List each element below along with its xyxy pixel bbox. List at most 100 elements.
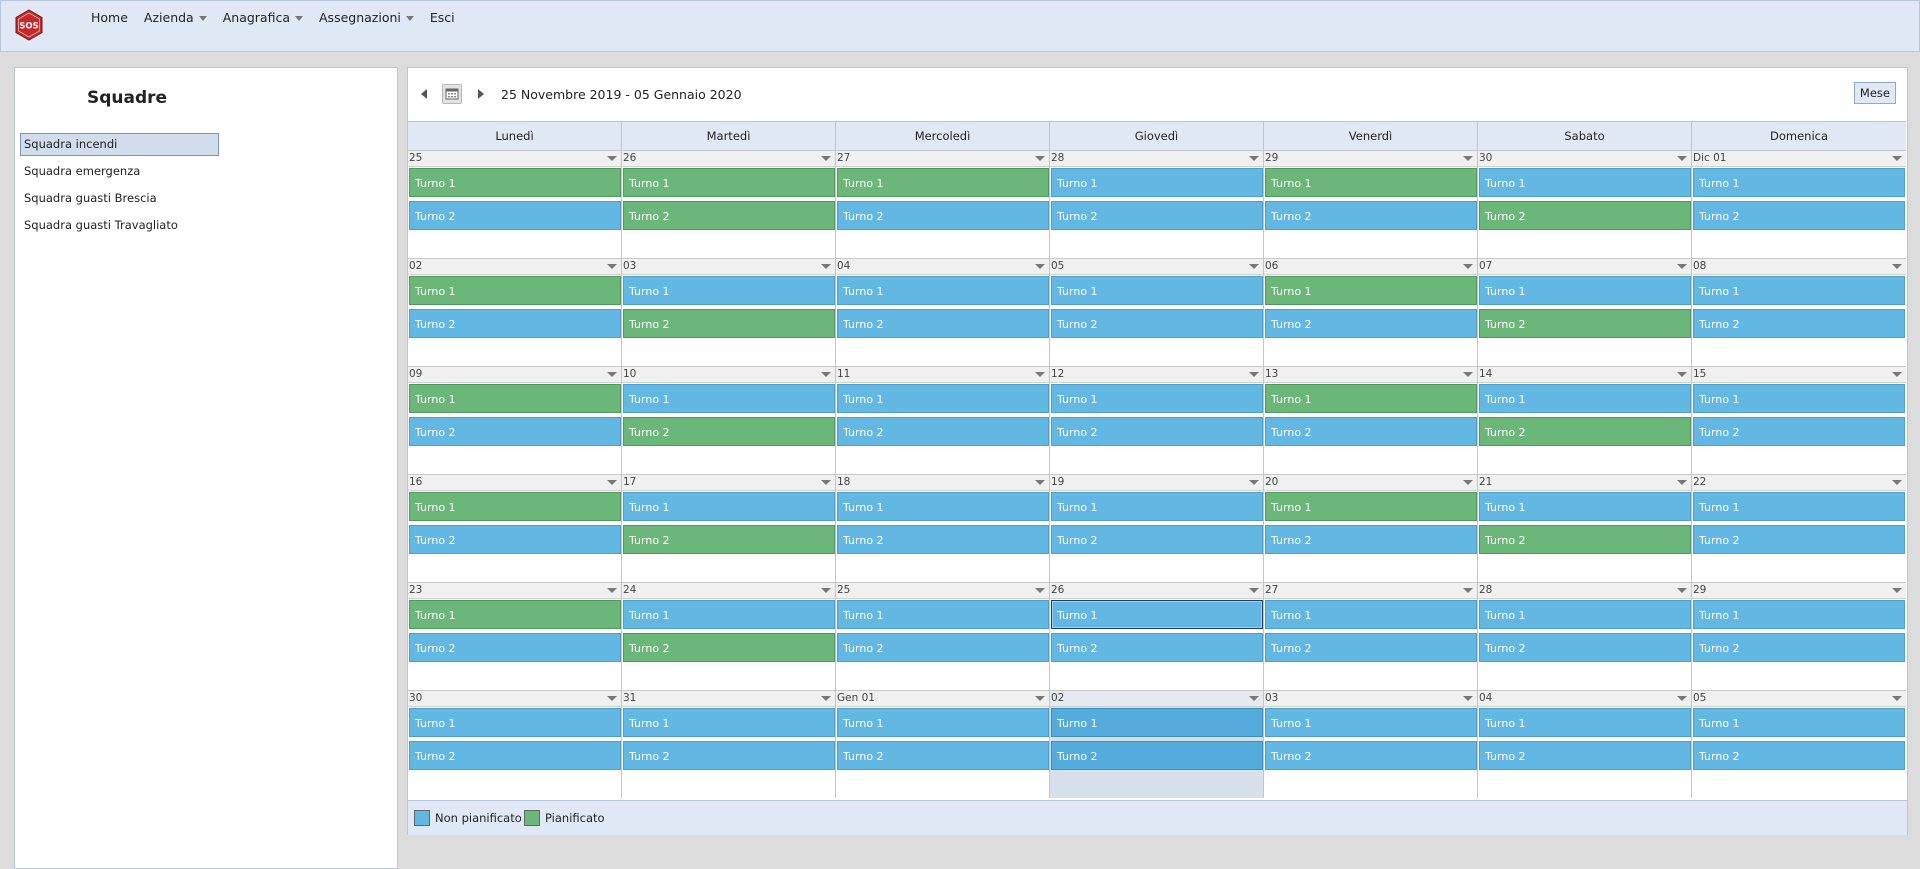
chevron-down-icon[interactable] <box>607 588 617 593</box>
shift-block[interactable]: Turno 1 <box>837 384 1049 413</box>
calendar-day-cell[interactable]: 29 Turno 1 Turno 2 <box>1264 150 1478 258</box>
shift-block[interactable]: Turno 1 <box>1051 276 1263 305</box>
calendar-day-cell[interactable]: 16 Turno 1 Turno 2 <box>408 474 622 582</box>
calendar-day-cell[interactable]: 24 Turno 1 Turno 2 <box>622 582 836 690</box>
team-item-squadra-guasti-brescia[interactable]: Squadra guasti Brescia <box>24 191 157 205</box>
chevron-down-icon[interactable] <box>1249 264 1259 269</box>
shift-block[interactable]: Turno 1 <box>1265 384 1477 413</box>
shift-block[interactable]: Turno 1 <box>1693 600 1905 629</box>
shift-block[interactable]: Turno 2 <box>1265 741 1477 770</box>
shift-block[interactable]: Turno 1 <box>623 708 835 737</box>
shift-block[interactable]: Turno 1 <box>1051 168 1263 197</box>
calendar-day-cell[interactable]: 03 Turno 1 Turno 2 <box>622 258 836 366</box>
chevron-down-icon[interactable] <box>1249 588 1259 593</box>
calendar-day-cell[interactable]: 23 Turno 1 Turno 2 <box>408 582 622 690</box>
shift-block[interactable]: Turno 2 <box>1479 201 1691 230</box>
shift-block[interactable]: Turno 1 <box>1051 600 1263 629</box>
chevron-down-icon[interactable] <box>1463 696 1473 701</box>
calendar-day-cell[interactable]: 31 Turno 1 Turno 2 <box>622 690 836 798</box>
calendar-day-cell[interactable]: 04 Turno 1 Turno 2 <box>1478 690 1692 798</box>
calendar-day-cell[interactable]: 25 Turno 1 Turno 2 <box>408 150 622 258</box>
calendar-day-cell[interactable]: 15 Turno 1 Turno 2 <box>1692 366 1906 474</box>
calendar-day-cell[interactable]: 27 Turno 1 Turno 2 <box>1264 582 1478 690</box>
shift-block[interactable]: Turno 2 <box>409 633 621 662</box>
shift-block[interactable]: Turno 2 <box>1479 309 1691 338</box>
shift-block[interactable]: Turno 2 <box>409 417 621 446</box>
shift-block[interactable]: Turno 2 <box>1479 417 1691 446</box>
shift-block[interactable]: Turno 2 <box>837 525 1049 554</box>
chevron-down-icon[interactable] <box>1035 588 1045 593</box>
shift-block[interactable]: Turno 2 <box>1051 309 1263 338</box>
shift-block[interactable]: Turno 2 <box>1051 741 1263 770</box>
nav-esci[interactable]: Esci <box>422 9 463 27</box>
chevron-down-icon[interactable] <box>821 588 831 593</box>
shift-block[interactable]: Turno 1 <box>1265 492 1477 521</box>
shift-block[interactable]: Turno 2 <box>1265 309 1477 338</box>
shift-block[interactable]: Turno 1 <box>1265 600 1477 629</box>
chevron-down-icon[interactable] <box>1677 696 1687 701</box>
calendar-day-cell[interactable]: 28 Turno 1 Turno 2 <box>1478 582 1692 690</box>
calendar-day-cell[interactable]: 10 Turno 1 Turno 2 <box>622 366 836 474</box>
chevron-down-icon[interactable] <box>1035 696 1045 701</box>
chevron-down-icon[interactable] <box>1035 372 1045 377</box>
sos-logo[interactable]: SOS <box>13 9 45 41</box>
shift-block[interactable]: Turno 1 <box>623 384 835 413</box>
calendar-day-cell[interactable]: 26 Turno 1 Turno 2 <box>622 150 836 258</box>
shift-block[interactable]: Turno 2 <box>1693 201 1905 230</box>
shift-block[interactable]: Turno 1 <box>1693 492 1905 521</box>
chevron-down-icon[interactable] <box>1463 480 1473 485</box>
calendar-day-cell[interactable]: 03 Turno 1 Turno 2 <box>1264 690 1478 798</box>
shift-block[interactable]: Turno 1 <box>1265 168 1477 197</box>
shift-block[interactable]: Turno 2 <box>623 525 835 554</box>
shift-block[interactable]: Turno 2 <box>623 633 835 662</box>
shift-block[interactable]: Turno 1 <box>1051 708 1263 737</box>
shift-block[interactable]: Turno 2 <box>1693 741 1905 770</box>
shift-block[interactable]: Turno 1 <box>837 600 1049 629</box>
chevron-down-icon[interactable] <box>821 696 831 701</box>
shift-block[interactable]: Turno 1 <box>409 492 621 521</box>
shift-block[interactable]: Turno 1 <box>1693 168 1905 197</box>
shift-block[interactable]: Turno 2 <box>1265 633 1477 662</box>
shift-block[interactable]: Turno 2 <box>1051 417 1263 446</box>
shift-block[interactable]: Turno 2 <box>409 741 621 770</box>
shift-block[interactable]: Turno 1 <box>1051 492 1263 521</box>
shift-block[interactable]: Turno 1 <box>623 168 835 197</box>
calendar-day-cell[interactable]: 29 Turno 1 Turno 2 <box>1692 582 1906 690</box>
chevron-down-icon[interactable] <box>1892 696 1902 701</box>
shift-block[interactable]: Turno 2 <box>1265 525 1477 554</box>
shift-block[interactable]: Turno 1 <box>623 492 835 521</box>
shift-block[interactable]: Turno 1 <box>1693 384 1905 413</box>
chevron-down-icon[interactable] <box>1892 372 1902 377</box>
shift-block[interactable]: Turno 1 <box>837 276 1049 305</box>
shift-block[interactable]: Turno 1 <box>1051 384 1263 413</box>
team-item-squadra-incendi[interactable]: Squadra incendi <box>20 133 219 156</box>
month-view-button[interactable]: Mese <box>1853 82 1896 104</box>
shift-block[interactable]: Turno 1 <box>1479 492 1691 521</box>
shift-block[interactable]: Turno 1 <box>1479 708 1691 737</box>
calendar-day-cell[interactable]: 05 Turno 1 Turno 2 <box>1050 258 1264 366</box>
calendar-day-cell[interactable]: 28 Turno 1 Turno 2 <box>1050 150 1264 258</box>
shift-block[interactable]: Turno 2 <box>1693 309 1905 338</box>
shift-block[interactable]: Turno 2 <box>1265 201 1477 230</box>
calendar-day-cell[interactable]: 09 Turno 1 Turno 2 <box>408 366 622 474</box>
chevron-down-icon[interactable] <box>1892 480 1902 485</box>
chevron-down-icon[interactable] <box>1892 588 1902 593</box>
chevron-down-icon[interactable] <box>607 480 617 485</box>
calendar-day-cell[interactable]: 30 Turno 1 Turno 2 <box>408 690 622 798</box>
calendar-day-cell[interactable]: 17 Turno 1 Turno 2 <box>622 474 836 582</box>
calendar-day-cell[interactable]: 02 Turno 1 Turno 2 <box>408 258 622 366</box>
chevron-down-icon[interactable] <box>1677 264 1687 269</box>
chevron-down-icon[interactable] <box>821 264 831 269</box>
chevron-down-icon[interactable] <box>607 156 617 161</box>
shift-block[interactable]: Turno 1 <box>1693 276 1905 305</box>
shift-block[interactable]: Turno 1 <box>1479 600 1691 629</box>
shift-block[interactable]: Turno 2 <box>623 309 835 338</box>
prev-arrow-icon[interactable] <box>421 89 427 99</box>
calendar-day-cell[interactable]: 27 Turno 1 Turno 2 <box>836 150 1050 258</box>
chevron-down-icon[interactable] <box>1035 480 1045 485</box>
chevron-down-icon[interactable] <box>1892 264 1902 269</box>
calendar-day-cell[interactable]: 05 Turno 1 Turno 2 <box>1692 690 1906 798</box>
chevron-down-icon[interactable] <box>821 372 831 377</box>
calendar-picker-button[interactable] <box>442 84 462 104</box>
shift-block[interactable]: Turno 2 <box>1051 201 1263 230</box>
